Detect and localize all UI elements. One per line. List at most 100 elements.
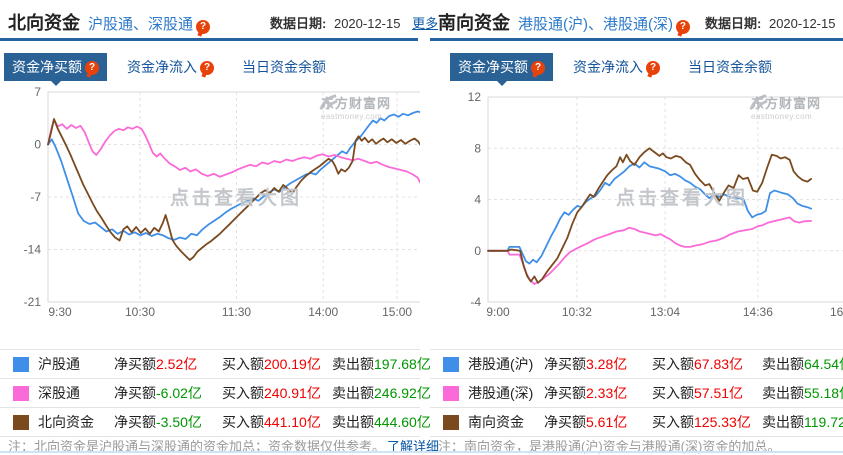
sell-value: 119.72亿 bbox=[804, 414, 843, 430]
net-value: -6.02亿 bbox=[156, 385, 202, 401]
panel-header: 南向资金 港股通(沪)、港股通(深) ? bbox=[438, 9, 690, 35]
header-divider bbox=[0, 38, 418, 41]
buy-value: 67.83亿 bbox=[694, 356, 744, 372]
watermark-site-name: 东方财富网 bbox=[751, 96, 822, 111]
southbound-flow-chart[interactable]: 12 8 4 0 -4 9:00 10:32 13:04 14:36 16:10 东方财富网 ea… bbox=[430, 85, 843, 318]
sell-label: 卖出额 bbox=[762, 356, 804, 372]
sell-label: 卖出额 bbox=[762, 385, 804, 401]
chart-canvas: 7 0 -7 -14 -21 9:30 10:30 11:30 14:00 15:00 bbox=[24, 85, 420, 318]
sell-value: 444.60亿 bbox=[374, 414, 431, 430]
series-table: 沪股通 净买额2.52亿 买入额200.19亿 卖出额197.68亿 深股通 净… bbox=[0, 349, 431, 437]
eastmoney-swoosh-icon bbox=[319, 94, 338, 111]
sell-value: 197.68亿 bbox=[374, 356, 431, 372]
buy-value: 57.51亿 bbox=[694, 385, 744, 401]
date-label: 数据日期: bbox=[705, 16, 762, 31]
series-name: 港股通(深) bbox=[468, 385, 534, 401]
svg-text:-21: -21 bbox=[24, 295, 42, 309]
buy-value: 441.10亿 bbox=[264, 414, 321, 430]
help-icon[interactable]: ? bbox=[200, 61, 214, 76]
net-label: 净买额 bbox=[114, 385, 156, 401]
help-icon[interactable]: ? bbox=[531, 61, 545, 76]
tab-net-buy-amount[interactable]: 资金净买额? bbox=[4, 53, 107, 81]
help-icon[interactable]: ? bbox=[196, 20, 211, 34]
sell-value: 246.92亿 bbox=[374, 385, 431, 401]
footnote: 注：南向资金，是港股通(沪)资金与港股通(深)资金的加总。 bbox=[438, 436, 780, 455]
watermark-site-domain: eastmoney.com bbox=[751, 112, 813, 121]
svg-text:7: 7 bbox=[34, 85, 41, 99]
series-swatch bbox=[13, 356, 29, 372]
sell-label: 卖出额 bbox=[332, 385, 374, 401]
buy-label: 买入额 bbox=[222, 414, 264, 430]
tab-label: 当日资金余额 bbox=[242, 59, 326, 75]
click-to-enlarge-watermark: 点击查看大图 bbox=[170, 188, 303, 209]
help-icon[interactable]: ? bbox=[675, 20, 690, 34]
panel-header: 北向资金 沪股通、深股通 ? bbox=[8, 9, 211, 35]
net-label: 净买额 bbox=[114, 356, 156, 372]
series-swatch bbox=[13, 385, 29, 401]
svg-text:-7: -7 bbox=[30, 190, 41, 204]
northbound-flow-chart[interactable]: 7 0 -7 -14 -21 9:30 10:30 11:30 14:00 15:00 东方财富网… bbox=[0, 85, 420, 318]
panel-title: 南向资金 bbox=[438, 13, 510, 33]
panel-subtitle: 沪股通、深股通 bbox=[88, 16, 194, 33]
net-value: 2.33亿 bbox=[586, 385, 628, 401]
date-label: 数据日期: bbox=[270, 16, 327, 31]
net-label: 净买额 bbox=[544, 385, 586, 401]
sell-label: 卖出额 bbox=[332, 414, 374, 430]
table-row: 北向资金 净买额-3.50亿 买入额441.10亿 卖出额444.60亿 bbox=[0, 407, 431, 437]
table-row: 南向资金 净买额5.61亿 买入额125.33亿 卖出额119.72亿 bbox=[430, 407, 843, 437]
svg-text:10:30: 10:30 bbox=[125, 305, 155, 318]
series-name: 北向资金 bbox=[38, 414, 94, 430]
series-name: 港股通(沪) bbox=[468, 356, 534, 372]
sell-value: 64.54亿 bbox=[804, 356, 843, 372]
learn-more-link[interactable]: 了解详细 bbox=[387, 439, 440, 454]
tab-bar: 资金净买额? 资金净流入? 当日资金余额 bbox=[0, 53, 326, 81]
svg-text:8: 8 bbox=[474, 141, 481, 155]
svg-text:16:10: 16:10 bbox=[830, 305, 843, 318]
tab-daily-balance[interactable]: 当日资金余额 bbox=[242, 57, 326, 77]
tab-label: 资金净流入 bbox=[127, 59, 197, 75]
net-label: 净买额 bbox=[114, 414, 156, 430]
northbound-capital-panel: 北向资金 沪股通、深股通 ? 数据日期: 2020-12-15 更多 资金净买额… bbox=[0, 0, 439, 455]
svg-text:9:00: 9:00 bbox=[486, 305, 510, 318]
buy-value: 200.19亿 bbox=[264, 356, 321, 372]
sell-value: 55.18亿 bbox=[804, 385, 843, 401]
series-swatch bbox=[443, 356, 459, 372]
tab-net-buy-amount[interactable]: 资金净买额? bbox=[450, 53, 553, 81]
series-name: 沪股通 bbox=[38, 356, 80, 372]
svg-text:11:30: 11:30 bbox=[222, 305, 251, 318]
date-value: 2020-12-15 bbox=[333, 16, 401, 31]
net-value: 2.52亿 bbox=[156, 356, 198, 372]
southbound-capital-panel: 南向资金 港股通(沪)、港股通(深) ? 数据日期: 2020-12-15 更多… bbox=[430, 0, 843, 455]
series-name: 南向资金 bbox=[468, 414, 524, 430]
watermark-site-domain: eastmoney.com bbox=[321, 112, 383, 121]
buy-label: 买入额 bbox=[652, 356, 694, 372]
help-icon[interactable]: ? bbox=[85, 61, 99, 76]
tab-label: 资金净买额 bbox=[12, 59, 82, 75]
buy-label: 买入额 bbox=[652, 414, 694, 430]
more-link[interactable]: 更多 bbox=[412, 16, 439, 31]
buy-value: 125.33亿 bbox=[694, 414, 751, 430]
net-label: 净买额 bbox=[544, 356, 586, 372]
chart-canvas: 12 8 4 0 -4 9:00 10:32 13:04 14:36 16:10 bbox=[468, 90, 843, 318]
footnote-text: 注：北向资金是沪股通与深股通的资金加总；资金数据仅供参考。 bbox=[8, 439, 386, 454]
sell-label: 卖出额 bbox=[762, 414, 804, 430]
panel-title: 北向资金 bbox=[8, 13, 80, 33]
net-value: 5.61亿 bbox=[586, 414, 628, 430]
svg-text:0: 0 bbox=[34, 138, 41, 152]
tab-net-inflow[interactable]: 资金净流入? bbox=[127, 57, 214, 77]
tab-net-inflow[interactable]: 资金净流入? bbox=[573, 57, 660, 77]
buy-label: 买入额 bbox=[222, 385, 264, 401]
date-value: 2020-12-15 bbox=[768, 16, 836, 31]
data-date: 数据日期: 2020-12-15 更多 bbox=[705, 13, 843, 32]
svg-text:-4: -4 bbox=[470, 295, 481, 309]
footnote-text: 注：南向资金，是港股通(沪)资金与港股通(深)资金的加总。 bbox=[438, 439, 781, 454]
help-icon[interactable]: ? bbox=[646, 61, 660, 76]
tab-daily-balance[interactable]: 当日资金余额 bbox=[688, 57, 772, 77]
buy-label: 买入额 bbox=[222, 356, 264, 372]
svg-text:14:36: 14:36 bbox=[743, 305, 773, 318]
svg-text:13:04: 13:04 bbox=[650, 305, 680, 318]
series-swatch bbox=[443, 385, 459, 401]
click-to-enlarge-watermark: 点击查看大图 bbox=[616, 188, 749, 209]
eastmoney-logo-watermark: 东方财富网 eastmoney.com bbox=[748, 93, 821, 121]
